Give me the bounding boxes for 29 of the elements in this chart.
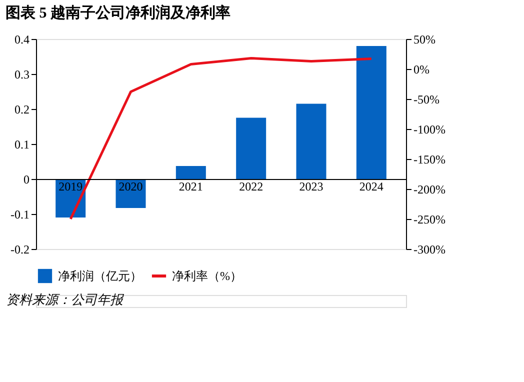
y2-tick-label: -200% xyxy=(414,182,446,196)
x-tick-label: 2024 xyxy=(359,180,384,194)
y-tick-label: -0.2 xyxy=(10,242,30,256)
y-tick-label: 0 xyxy=(24,172,30,186)
y2-tick-label: -250% xyxy=(414,212,446,226)
x-tick-label: 2021 xyxy=(178,180,203,194)
text: 资料来源：公司年报 xyxy=(6,292,125,307)
bar xyxy=(236,118,266,179)
y2-tick-label: -100% xyxy=(414,122,446,136)
y2-tick-label: 0% xyxy=(414,62,430,76)
y2-tick-label: -300% xyxy=(414,242,446,256)
x-tick-label: 2020 xyxy=(118,180,143,194)
chart-title: 图表 5 越南子公司净利润及净利率 xyxy=(6,4,230,22)
legend-label: 净利率（%） xyxy=(172,269,242,283)
bar xyxy=(356,46,386,179)
y-tick-label: 0.1 xyxy=(14,138,30,152)
y-tick-label: 0.2 xyxy=(14,102,30,116)
y2-tick-label: -150% xyxy=(414,152,446,166)
y-tick-label: -0.1 xyxy=(10,208,30,222)
x-tick-label: 2022 xyxy=(239,180,264,194)
x-tick-label: 2019 xyxy=(58,180,83,194)
bar xyxy=(176,166,206,179)
bar xyxy=(296,104,326,179)
y-tick-label: 0.3 xyxy=(14,68,30,82)
y2-tick-label: -50% xyxy=(414,92,440,106)
legend-label: 净利润（亿元） xyxy=(58,269,142,283)
x-tick-label: 2023 xyxy=(299,180,324,194)
y-tick-label: 0.4 xyxy=(14,32,30,46)
y2-tick-label: 50% xyxy=(414,32,436,46)
